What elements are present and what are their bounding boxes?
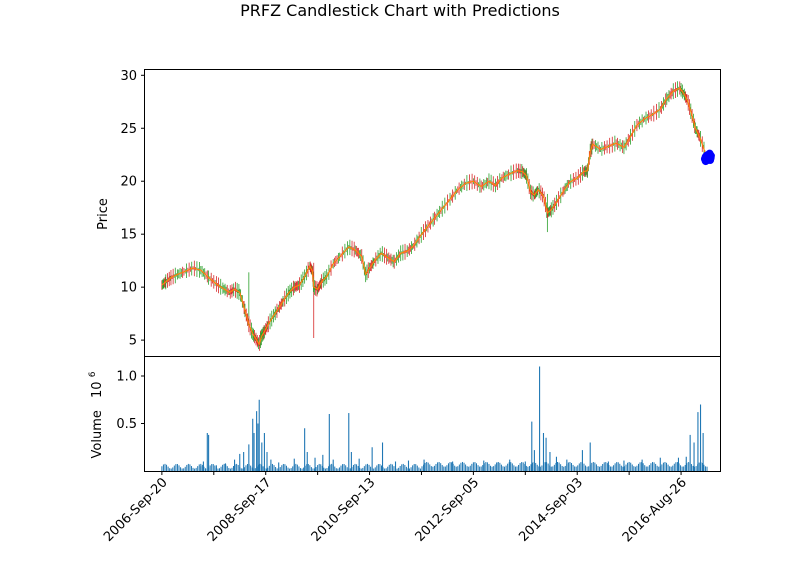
x-tick-label: 2008-Sep-17: [205, 475, 275, 545]
price-y-tick-label: 15: [120, 228, 137, 243]
volume-panel: 0.5 1.0 Volume 10 6: [88, 356, 721, 472]
price-y-tick-label: 5: [129, 334, 137, 349]
x-axis: 2006-Sep-20 2008-Sep-17 2010-Sep-13 2012-Se…: [101, 471, 690, 545]
volume-y-tick-label: 0.5: [116, 417, 137, 432]
price-plot-area: [161, 81, 715, 351]
close-price-line: [161, 87, 707, 345]
x-tick-label: 2006-Sep-20: [101, 475, 171, 545]
price-y-axis: 5 10 15 20 25 30: [120, 69, 145, 349]
price-panel-frame: [144, 69, 721, 357]
volume-label-text: Volume: [90, 410, 105, 458]
x-tick-label: 2012-Sep-05: [413, 475, 483, 545]
price-y-tick-label: 10: [120, 281, 137, 296]
prediction-point: [706, 153, 715, 162]
x-tick-label: 2014-Sep-03: [516, 475, 586, 545]
chart-title: PRFZ Candlestick Chart with Predictions: [240, 1, 560, 20]
price-y-tick-label: 20: [120, 175, 137, 190]
price-y-tick-label: 25: [120, 122, 137, 137]
volume-panel-frame: [144, 356, 721, 472]
volume-y-axis-label: Volume 10 6: [88, 371, 105, 458]
price-panel: 5 10 15 20 25 30 Price: [96, 69, 721, 357]
volume-scale-exponent: 6: [88, 371, 98, 377]
volume-y-axis: 0.5 1.0: [116, 370, 145, 432]
volume-y-tick-label: 1.0: [116, 370, 137, 385]
volume-plot-area: [161, 366, 708, 471]
x-tick-label: 2010-Sep-13: [309, 475, 379, 545]
volume-scale-base: 10: [90, 381, 105, 398]
x-tick-label: 2016-Aug-26: [620, 475, 690, 545]
price-y-tick-label: 30: [120, 69, 137, 84]
price-y-axis-label: Price: [96, 198, 111, 230]
